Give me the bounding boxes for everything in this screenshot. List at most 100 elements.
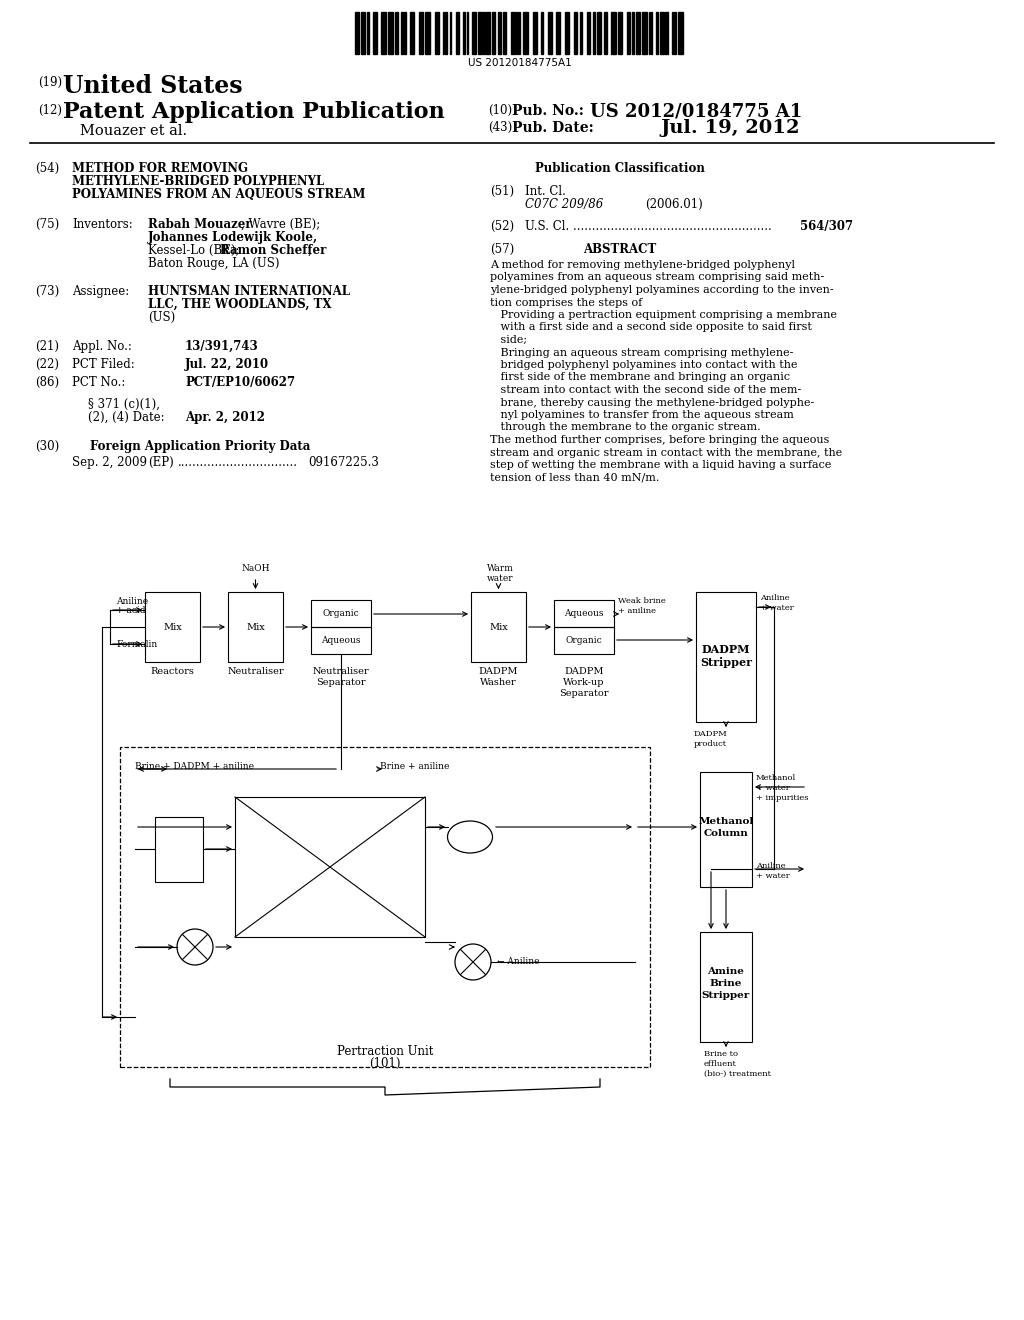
Text: The method further comprises, before bringing the aqueous: The method further comprises, before bri… [490,436,829,445]
Text: (86): (86) [35,376,59,389]
Text: United States: United States [63,74,243,98]
Text: , Wavre (BE);: , Wavre (BE); [241,218,321,231]
Bar [534,12,537,54]
Text: Ramon Scheffer: Ramon Scheffer [220,244,327,257]
Text: tion comprises the steps of: tion comprises the steps of [490,297,642,308]
Bar [541,12,543,54]
Text: + water: + water [756,873,790,880]
Bar [642,12,647,54]
Text: Jul. 22, 2010: Jul. 22, 2010 [185,358,269,371]
Bar [580,12,582,54]
Text: effluent: effluent [705,1060,737,1068]
Bar [511,12,514,54]
Text: Warm: Warm [486,564,513,573]
Bar [388,12,393,54]
Bar [381,12,386,54]
Text: ,: , [308,244,311,257]
Text: Pertraction Unit: Pertraction Unit [337,1045,433,1059]
Text: Work-up: Work-up [563,678,605,686]
Text: Column: Column [703,829,749,838]
Text: 13/391,743: 13/391,743 [185,341,259,352]
Text: Organic: Organic [565,636,602,645]
Bar [373,12,377,54]
Bar [660,12,664,54]
Text: stream and organic stream in contact with the membrane, the: stream and organic stream in contact wit… [490,447,843,458]
Text: Appl. No.:: Appl. No.: [72,341,132,352]
Text: Mouazer et al.: Mouazer et al. [80,124,187,139]
Bar [401,12,403,54]
Text: PCT Filed:: PCT Filed: [72,358,135,371]
Text: Brine + DADPM + aniline: Brine + DADPM + aniline [135,762,254,771]
Bar [587,12,590,54]
Text: water: water [486,574,513,583]
Text: METHYLENE-BRIDGED POLYPHENYL: METHYLENE-BRIDGED POLYPHENYL [72,176,325,187]
Text: PCT No.:: PCT No.: [72,376,125,389]
Bar [674,12,676,54]
Bar [435,12,439,54]
Text: (US): (US) [148,312,175,323]
Bar [656,12,658,54]
Text: Methanol: Methanol [756,774,797,781]
Bar [120,747,650,1067]
Bar [234,797,425,937]
Bar [145,591,200,663]
Text: Pub. Date:: Pub. Date: [512,121,594,135]
Text: Washer: Washer [480,678,517,686]
Bar [565,12,569,54]
Bar [404,12,406,54]
Text: (51): (51) [490,185,514,198]
Bar [618,12,622,54]
Text: C07C 209/86: C07C 209/86 [525,198,603,211]
Text: Publication Classification: Publication Classification [536,162,705,176]
Text: Methanol: Methanol [698,817,754,826]
Text: nyl polyamines to transfer from the aqueous stream: nyl polyamines to transfer from the aque… [490,411,794,420]
Text: (54): (54) [35,162,59,176]
Bar [548,12,552,54]
Bar [700,932,752,1041]
Text: POLYAMINES FROM AN AQUEOUS STREAM: POLYAMINES FROM AN AQUEOUS STREAM [72,187,366,201]
Text: + impurities: + impurities [756,795,809,803]
Text: (21): (21) [35,341,59,352]
Text: Mix: Mix [489,623,508,631]
Text: Foreign Application Priority Data: Foreign Application Priority Data [90,440,310,453]
Text: Apr. 2, 2012: Apr. 2, 2012 [185,411,265,424]
Text: (2), (4) Date:: (2), (4) Date: [88,411,165,424]
Text: brane, thereby causing the methylene-bridged polyphe-: brane, thereby causing the methylene-bri… [490,397,814,408]
Bar [355,12,359,54]
Text: DADPM: DADPM [694,730,728,738]
Text: (57): (57) [490,243,514,256]
Text: product: product [694,741,727,748]
Bar [503,12,506,54]
Bar [611,12,616,54]
Text: Kessel-Lo (BE);: Kessel-Lo (BE); [148,244,244,257]
Text: (30): (30) [35,440,59,453]
Text: METHOD FOR REMOVING: METHOD FOR REMOVING [72,162,248,176]
Text: polyamines from an aqueous stream comprising said meth-: polyamines from an aqueous stream compri… [490,272,824,282]
Text: Weak brine: Weak brine [618,597,666,605]
Text: Amine: Amine [708,968,744,975]
Text: Stripper: Stripper [700,657,752,668]
Text: through the membrane to the organic stream.: through the membrane to the organic stre… [490,422,761,433]
Text: Jul. 19, 2012: Jul. 19, 2012 [660,119,800,137]
Text: Neutraliser: Neutraliser [227,667,284,676]
Text: PCT/EP10/60627: PCT/EP10/60627 [185,376,295,389]
Text: Sep. 2, 2009: Sep. 2, 2009 [72,455,147,469]
Bar [472,12,476,54]
Text: Patent Application Publication: Patent Application Publication [63,102,444,123]
Bar [367,12,369,54]
Text: ylene-bridged polyphenyl polyamines according to the inven-: ylene-bridged polyphenyl polyamines acco… [490,285,834,294]
Text: DADPM: DADPM [564,667,604,676]
Text: ← Aniline: ← Aniline [497,957,540,966]
Bar [523,12,528,54]
Text: Brine: Brine [710,979,742,987]
Bar [498,12,501,54]
Text: (2006.01): (2006.01) [645,198,702,211]
Text: DADPM: DADPM [701,644,751,655]
Bar [486,12,490,54]
Bar [627,12,630,54]
Text: Separator: Separator [316,678,366,686]
Text: § 371 (c)(1),: § 371 (c)(1), [88,399,160,411]
Text: Assignee:: Assignee: [72,285,129,298]
Bar [636,12,640,54]
Bar [665,12,668,54]
